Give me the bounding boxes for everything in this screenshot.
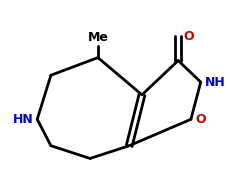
Text: HN: HN <box>13 113 33 126</box>
Text: Me: Me <box>87 31 108 44</box>
Text: O: O <box>183 30 194 43</box>
Text: NH: NH <box>205 76 225 89</box>
Text: O: O <box>196 113 207 126</box>
